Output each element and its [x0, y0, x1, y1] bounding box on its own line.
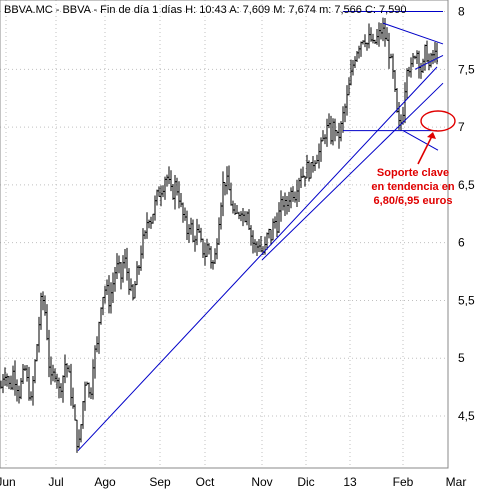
trendline — [382, 22, 444, 45]
price-series — [0, 17, 438, 453]
grid — [0, 0, 448, 468]
trendline — [261, 82, 444, 261]
trendlines — [77, 11, 444, 452]
arrow-head — [427, 132, 436, 139]
trendline — [77, 66, 438, 452]
plot-frame — [0, 0, 449, 469]
x-tick-label: 13 — [343, 475, 357, 489]
y-tick-label: 5 — [458, 351, 465, 365]
annotation: Soporte clave en tendencia en 6,80/6,95 … — [371, 110, 456, 207]
annotation-line-1: Soporte clave — [377, 167, 449, 179]
trendline — [414, 55, 444, 70]
trendline — [402, 130, 439, 151]
x-tick-label: Jul — [48, 475, 63, 489]
y-tick-label: 6,5 — [458, 178, 475, 192]
x-tick-label: Jun — [0, 475, 16, 489]
annotation-line-3: 6,80/6,95 euros — [374, 195, 453, 207]
y-tick-label: 8 — [458, 5, 465, 19]
x-tick-label: Feb — [393, 475, 414, 489]
annotation-arrow — [417, 133, 434, 165]
x-tick-label: Oct — [196, 475, 215, 489]
x-axis: Jun Jul Ago Sep Oct Nov Dic 13 Feb Mar — [0, 475, 466, 489]
x-tick-label: Nov — [251, 475, 272, 489]
y-axis: 4,5 5 5,5 6 6,5 7 7,5 8 — [458, 5, 475, 423]
x-tick-label: Dic — [297, 475, 314, 489]
y-tick-label: 4,5 — [458, 409, 475, 423]
x-tick-label: Sep — [149, 475, 171, 489]
y-tick-label: 7 — [458, 120, 465, 134]
support-circle — [420, 110, 456, 132]
y-tick-label: 5,5 — [458, 293, 475, 307]
x-tick-label: Ago — [94, 475, 116, 489]
x-tick-label: Mar — [446, 475, 467, 489]
y-tick-label: 7,5 — [458, 62, 475, 76]
y-tick-label: 6 — [458, 236, 465, 250]
annotation-line-2: en tendencia en — [371, 181, 454, 193]
chart-title: BBVA.MC - BBVA - Fin de día 1 días H: 10… — [4, 4, 407, 16]
